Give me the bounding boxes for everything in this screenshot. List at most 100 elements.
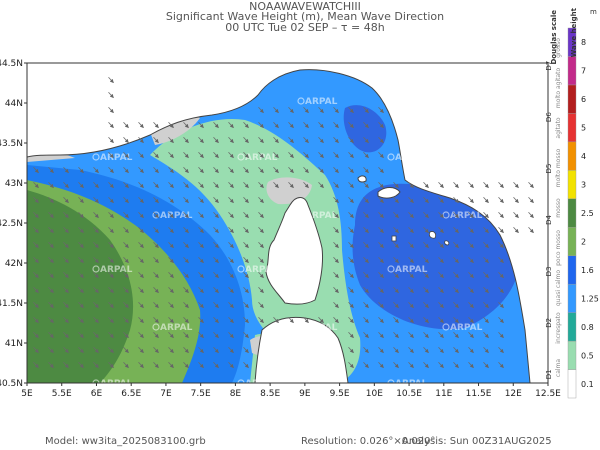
direction-arrow	[153, 226, 159, 234]
douglas-word: poco mosso	[555, 230, 562, 266]
direction-arrow	[93, 286, 99, 294]
arpal-watermark: ARPAL	[237, 379, 278, 383]
direction-arrow	[213, 151, 219, 159]
direction-arrow	[483, 361, 489, 369]
direction-arrow	[153, 121, 159, 129]
direction-arrow	[78, 331, 84, 339]
direction-arrow	[468, 346, 474, 354]
direction-arrow	[168, 361, 174, 369]
direction-arrow	[258, 121, 264, 129]
direction-arrow	[78, 301, 84, 309]
direction-arrow	[183, 181, 189, 189]
direction-arrow	[483, 271, 489, 279]
direction-arrow	[348, 271, 354, 279]
direction-arrow	[468, 331, 474, 339]
direction-arrow	[123, 346, 129, 354]
direction-arrow	[393, 346, 399, 354]
direction-arrow	[348, 361, 354, 369]
direction-arrow	[93, 331, 99, 339]
direction-arrow	[288, 136, 294, 144]
direction-arrow	[333, 301, 339, 309]
direction-arrow	[93, 166, 99, 174]
direction-arrow	[243, 226, 249, 234]
legend-value: 6	[581, 95, 586, 104]
direction-arrow	[33, 346, 39, 354]
direction-arrow	[183, 121, 189, 129]
direction-arrow	[93, 271, 99, 279]
legend-swatch	[567, 198, 577, 228]
direction-arrow	[33, 256, 39, 264]
direction-arrow	[468, 271, 474, 279]
direction-arrow	[378, 331, 384, 339]
direction-arrow	[288, 166, 294, 174]
direction-arrow	[183, 196, 189, 204]
direction-arrow	[453, 211, 459, 219]
header-time: 00 UTC Tue 02 SEP – τ = 48h	[225, 21, 385, 34]
direction-arrow	[108, 196, 114, 204]
direction-arrow	[63, 211, 69, 219]
direction-arrow	[498, 226, 504, 234]
direction-arrow	[423, 301, 429, 309]
direction-arrow	[228, 301, 234, 309]
direction-arrow	[138, 271, 144, 279]
direction-arrow	[318, 181, 324, 189]
svg-text:ARPAL: ARPAL	[450, 97, 483, 107]
direction-arrow	[438, 301, 444, 309]
direction-arrow	[213, 286, 219, 294]
direction-arrow	[243, 181, 249, 189]
svg-text:ARPAL: ARPAL	[395, 265, 428, 275]
lat-tick-label: 42.5N	[0, 219, 23, 229]
direction-arrow	[153, 316, 159, 324]
direction-arrow	[153, 181, 159, 189]
legend-swatch	[567, 113, 577, 143]
direction-arrow	[63, 256, 69, 264]
direction-arrow	[363, 181, 369, 189]
direction-arrow	[168, 181, 174, 189]
lon-tick-label: 7E	[160, 389, 172, 399]
direction-arrow	[393, 361, 399, 369]
douglas-code: D6	[545, 112, 553, 122]
lon-tick-label: 10E	[366, 389, 383, 399]
direction-arrow	[258, 286, 264, 294]
svg-text:ARPAL: ARPAL	[450, 323, 483, 333]
direction-arrow	[198, 226, 204, 234]
direction-arrow	[48, 361, 54, 369]
direction-arrow	[258, 256, 264, 264]
direction-arrow	[363, 121, 369, 129]
direction-arrow	[378, 256, 384, 264]
direction-arrow	[213, 331, 219, 339]
direction-arrow	[393, 256, 399, 264]
direction-arrow	[393, 196, 399, 204]
svg-text:ARPAL: ARPAL	[450, 211, 483, 221]
direction-arrow	[93, 226, 99, 234]
direction-arrow	[243, 301, 249, 309]
direction-arrow	[243, 271, 249, 279]
direction-arrow	[408, 241, 414, 249]
direction-arrow	[393, 241, 399, 249]
direction-arrow	[78, 181, 84, 189]
svg-text:ARPAL: ARPAL	[395, 379, 428, 389]
direction-arrow	[168, 226, 174, 234]
direction-arrow	[288, 121, 294, 129]
direction-arrow	[183, 166, 189, 174]
direction-arrow	[453, 331, 459, 339]
douglas-word: quasi calmo	[555, 270, 562, 306]
legend-value: 1.25	[581, 294, 599, 303]
legend-value: 7	[581, 67, 586, 76]
direction-arrow	[333, 181, 339, 189]
direction-arrow	[228, 361, 234, 369]
direction-arrow	[318, 166, 324, 174]
direction-arrow	[468, 286, 474, 294]
legend-swatch	[567, 255, 577, 285]
direction-arrow	[453, 301, 459, 309]
lon-tick-label: 5.5E	[52, 389, 72, 399]
direction-arrow	[363, 271, 369, 279]
direction-arrow	[168, 301, 174, 309]
direction-arrow	[228, 286, 234, 294]
legend-swatch	[567, 340, 577, 370]
svg-text:ARPAL: ARPAL	[100, 153, 133, 163]
svg-text:ARPAL: ARPAL	[100, 379, 133, 389]
direction-arrow	[348, 211, 354, 219]
direction-arrow	[138, 151, 144, 159]
direction-arrow	[123, 316, 129, 324]
